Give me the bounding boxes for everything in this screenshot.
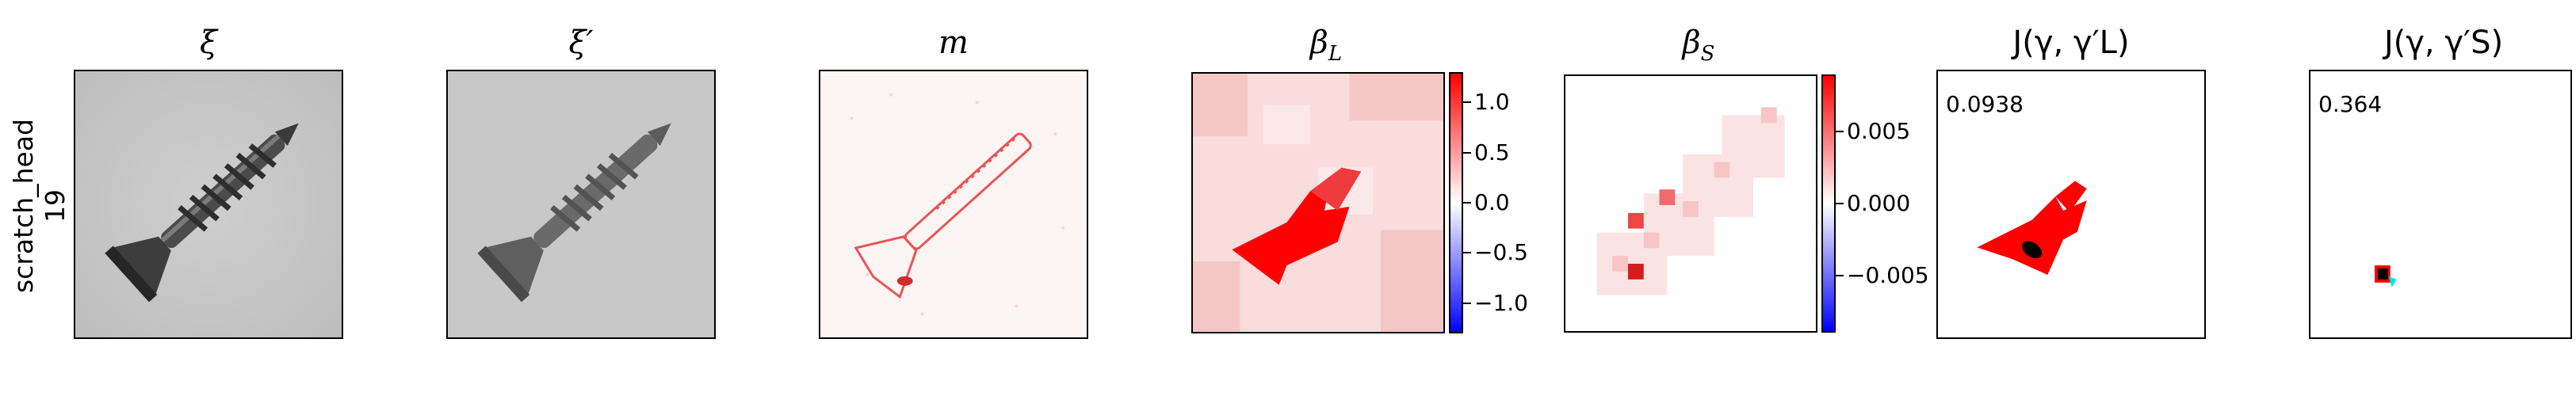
j-l-value: 0.0938 (1946, 91, 2024, 117)
row-label-category: scratch_head (8, 118, 39, 294)
beta-l-colorbar (1449, 72, 1463, 333)
colorbar-tick-label: 0.005 (1847, 118, 1911, 145)
colorbar-tick (1836, 131, 1844, 133)
colorbar-tick-label: 0.000 (1847, 190, 1911, 216)
beta-l-heatmap (1193, 74, 1443, 332)
screw-image (75, 71, 342, 337)
colorbar-tick (1463, 202, 1471, 204)
panel-j-l-overlay (1936, 70, 2206, 339)
screw-image-reconstruction (448, 71, 714, 337)
panel-beta-l-map (1191, 72, 1445, 333)
colorbar-tick-label: −0.005 (1847, 261, 1929, 288)
panel-m-image (819, 70, 1088, 339)
row-label: scratch_head 19 (0, 75, 79, 337)
beta-s-heatmap (1565, 76, 1816, 331)
panel-title-beta-l: βL (1309, 25, 1343, 66)
j-l-mask (1938, 71, 2204, 337)
panel-j-s-overlay (2309, 70, 2572, 339)
panel-title-m: m (938, 25, 969, 61)
colorbar-tick (1463, 101, 1471, 104)
colorbar-tick (1463, 151, 1471, 154)
panel-xi-image (74, 70, 343, 339)
colorbar-tick-label: −1.0 (1474, 289, 1528, 316)
panel-title-beta-s: βS (1682, 25, 1715, 66)
colorbar-tick-label: 1.0 (1474, 89, 1510, 116)
difference-map (820, 71, 1087, 337)
colorbar-tick-label: 0.5 (1474, 139, 1510, 166)
panel-title-j-s: J(γ, γ′S) (2383, 25, 2504, 61)
colorbar-tick (1836, 203, 1844, 204)
panel-title-xi: ξ (199, 25, 218, 61)
panel-title-xi-prime: ξ′ (568, 25, 594, 61)
colorbar-tick-label: 0.0 (1474, 189, 1510, 215)
j-s-mask (2310, 71, 2570, 337)
beta-s-colorbar (1821, 74, 1836, 333)
j-s-value: 0.364 (2318, 91, 2383, 117)
colorbar-tick (1836, 274, 1844, 276)
row-label-index: 19 (40, 189, 71, 223)
colorbar-tick-label: −0.5 (1474, 239, 1528, 266)
panel-xi-prime-image (446, 70, 716, 339)
colorbar-tick (1463, 302, 1471, 304)
panel-title-j-l: J(γ, γ′L) (2012, 25, 2130, 61)
colorbar-tick (1463, 252, 1471, 254)
panel-beta-s-map (1564, 74, 1817, 333)
